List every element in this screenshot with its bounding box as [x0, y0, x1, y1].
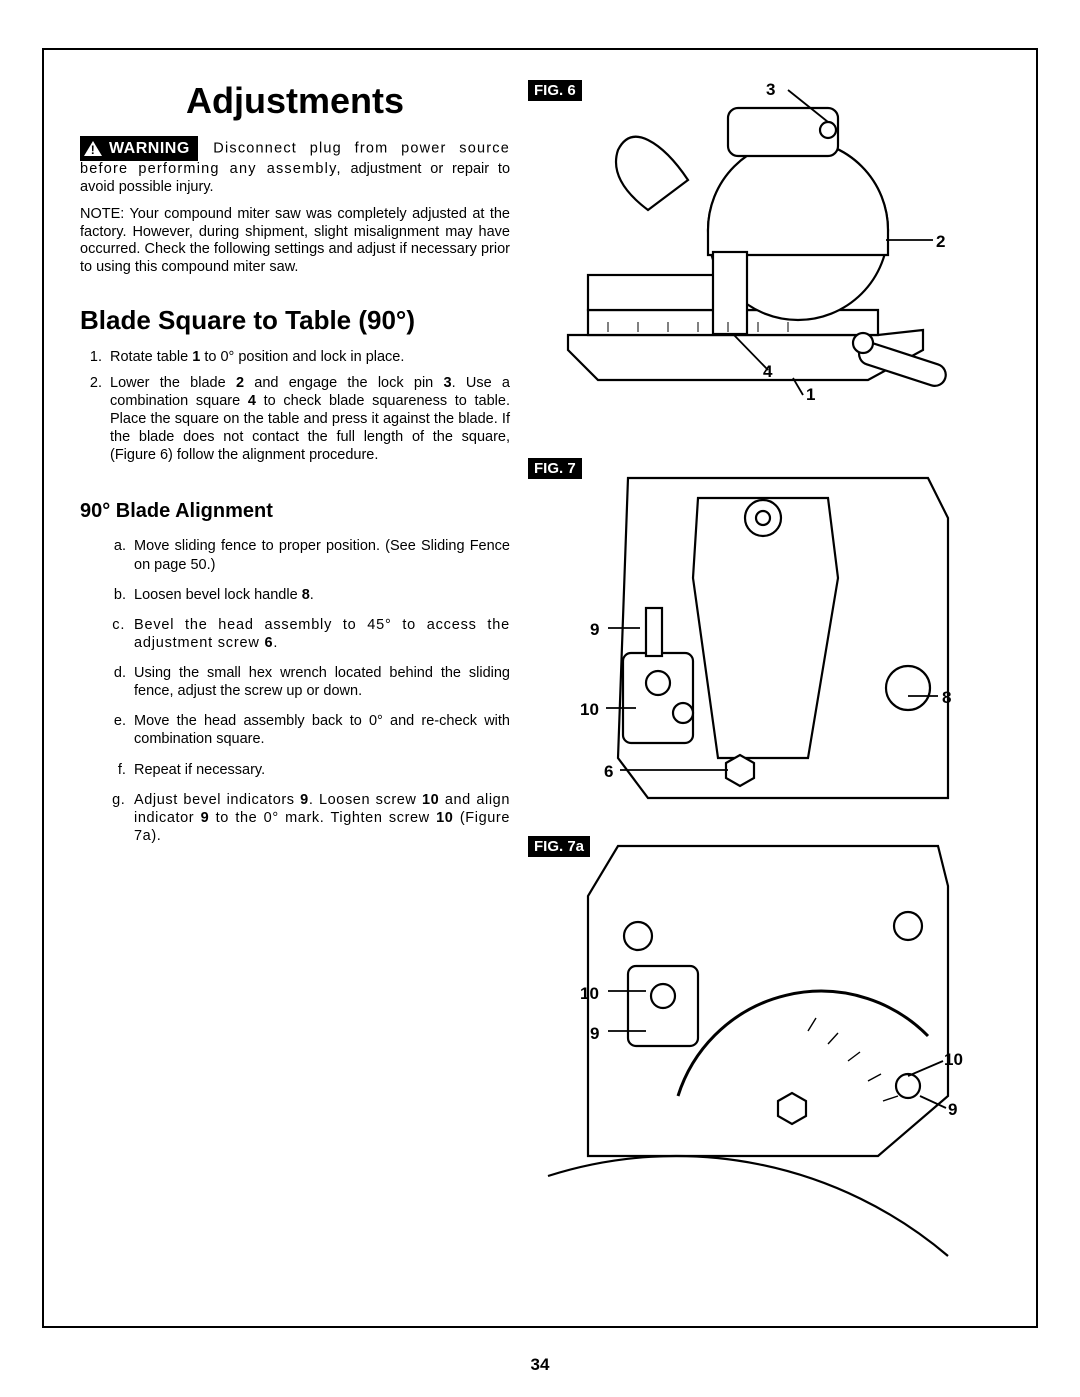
fig7a-callout-10-left: 10: [580, 984, 599, 1004]
two-column-layout: Adjustments ! WARNING Disconnect plug fr…: [80, 80, 1000, 1306]
step-1: Rotate table 1 to 0° position and lock i…: [106, 348, 510, 366]
fig6-callout-4: 4: [763, 362, 772, 382]
numbered-steps: Rotate table 1 to 0° position and lock i…: [80, 348, 510, 465]
fig6-callout-3: 3: [766, 80, 775, 100]
note-paragraph: NOTE: Your compound miter saw was comple…: [80, 206, 510, 277]
fig7-callout-10: 10: [580, 700, 599, 720]
fig7a-svg: [528, 836, 958, 1266]
fig6-callout-1: 1: [806, 385, 815, 405]
page-title: Adjustments: [80, 80, 510, 122]
fig7a-callout-9-left: 9: [590, 1024, 599, 1044]
fig7-callout-6: 6: [604, 762, 613, 782]
left-column: Adjustments ! WARNING Disconnect plug fr…: [80, 80, 510, 1306]
alpha-c: Bevel the head assembly to 45° to access…: [130, 616, 510, 652]
fig7-callout-8: 8: [942, 688, 951, 708]
page-frame: Adjustments ! WARNING Disconnect plug fr…: [42, 48, 1038, 1328]
figure-7: FIG. 7: [528, 458, 1000, 818]
page-number: 34: [0, 1355, 1080, 1375]
warning-badge-text: WARNING: [109, 140, 190, 157]
alpha-b: Loosen bevel lock handle 8.: [130, 586, 510, 604]
fig6-callout-2: 2: [936, 232, 945, 252]
warning-badge: ! WARNING: [80, 136, 198, 161]
right-column: FIG. 6: [528, 80, 1000, 1306]
fig7a-drawing: [528, 836, 1000, 1266]
fig7-callout-9: 9: [590, 620, 599, 640]
svg-text:!: !: [91, 143, 96, 156]
subsection-title: 90° Blade Alignment: [80, 500, 510, 523]
figure-6: FIG. 6: [528, 80, 1000, 440]
warning-triangle-icon: !: [84, 141, 102, 156]
section-title: Blade Square to Table (90°): [80, 305, 510, 336]
fig7a-callout-9-right: 9: [948, 1100, 957, 1120]
alpha-steps: Move sliding fence to proper position. (…: [80, 537, 510, 845]
alpha-a: Move sliding fence to proper position. (…: [130, 537, 510, 573]
figure-7a: FIG. 7a: [528, 836, 1000, 1276]
alpha-g: Adjust bevel indicators 9. Loosen screw …: [130, 791, 510, 845]
alpha-d: Using the small hex wrench located behin…: [130, 664, 510, 700]
fig7a-callout-10-right: 10: [944, 1050, 963, 1070]
alpha-e: Move the head assembly back to 0° and re…: [130, 712, 510, 748]
manual-page: Adjustments ! WARNING Disconnect plug fr…: [0, 0, 1080, 1397]
step-2: Lower the blade 2 and engage the lock pi…: [106, 374, 510, 465]
alpha-f: Repeat if necessary.: [130, 761, 510, 779]
fig6-svg: [528, 80, 958, 420]
warning-paragraph: ! WARNING Disconnect plug from power sou…: [80, 136, 510, 196]
